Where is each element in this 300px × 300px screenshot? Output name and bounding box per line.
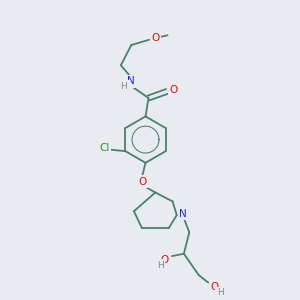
Text: H: H (157, 260, 164, 269)
Text: H: H (217, 288, 224, 297)
Text: N: N (127, 76, 135, 86)
Text: N: N (179, 208, 187, 219)
Text: O: O (161, 255, 169, 265)
Text: Cl: Cl (99, 143, 109, 153)
Text: O: O (169, 85, 178, 95)
Text: H: H (121, 82, 127, 91)
Text: O: O (211, 282, 219, 292)
Text: O: O (138, 176, 147, 187)
Text: O: O (151, 33, 159, 43)
